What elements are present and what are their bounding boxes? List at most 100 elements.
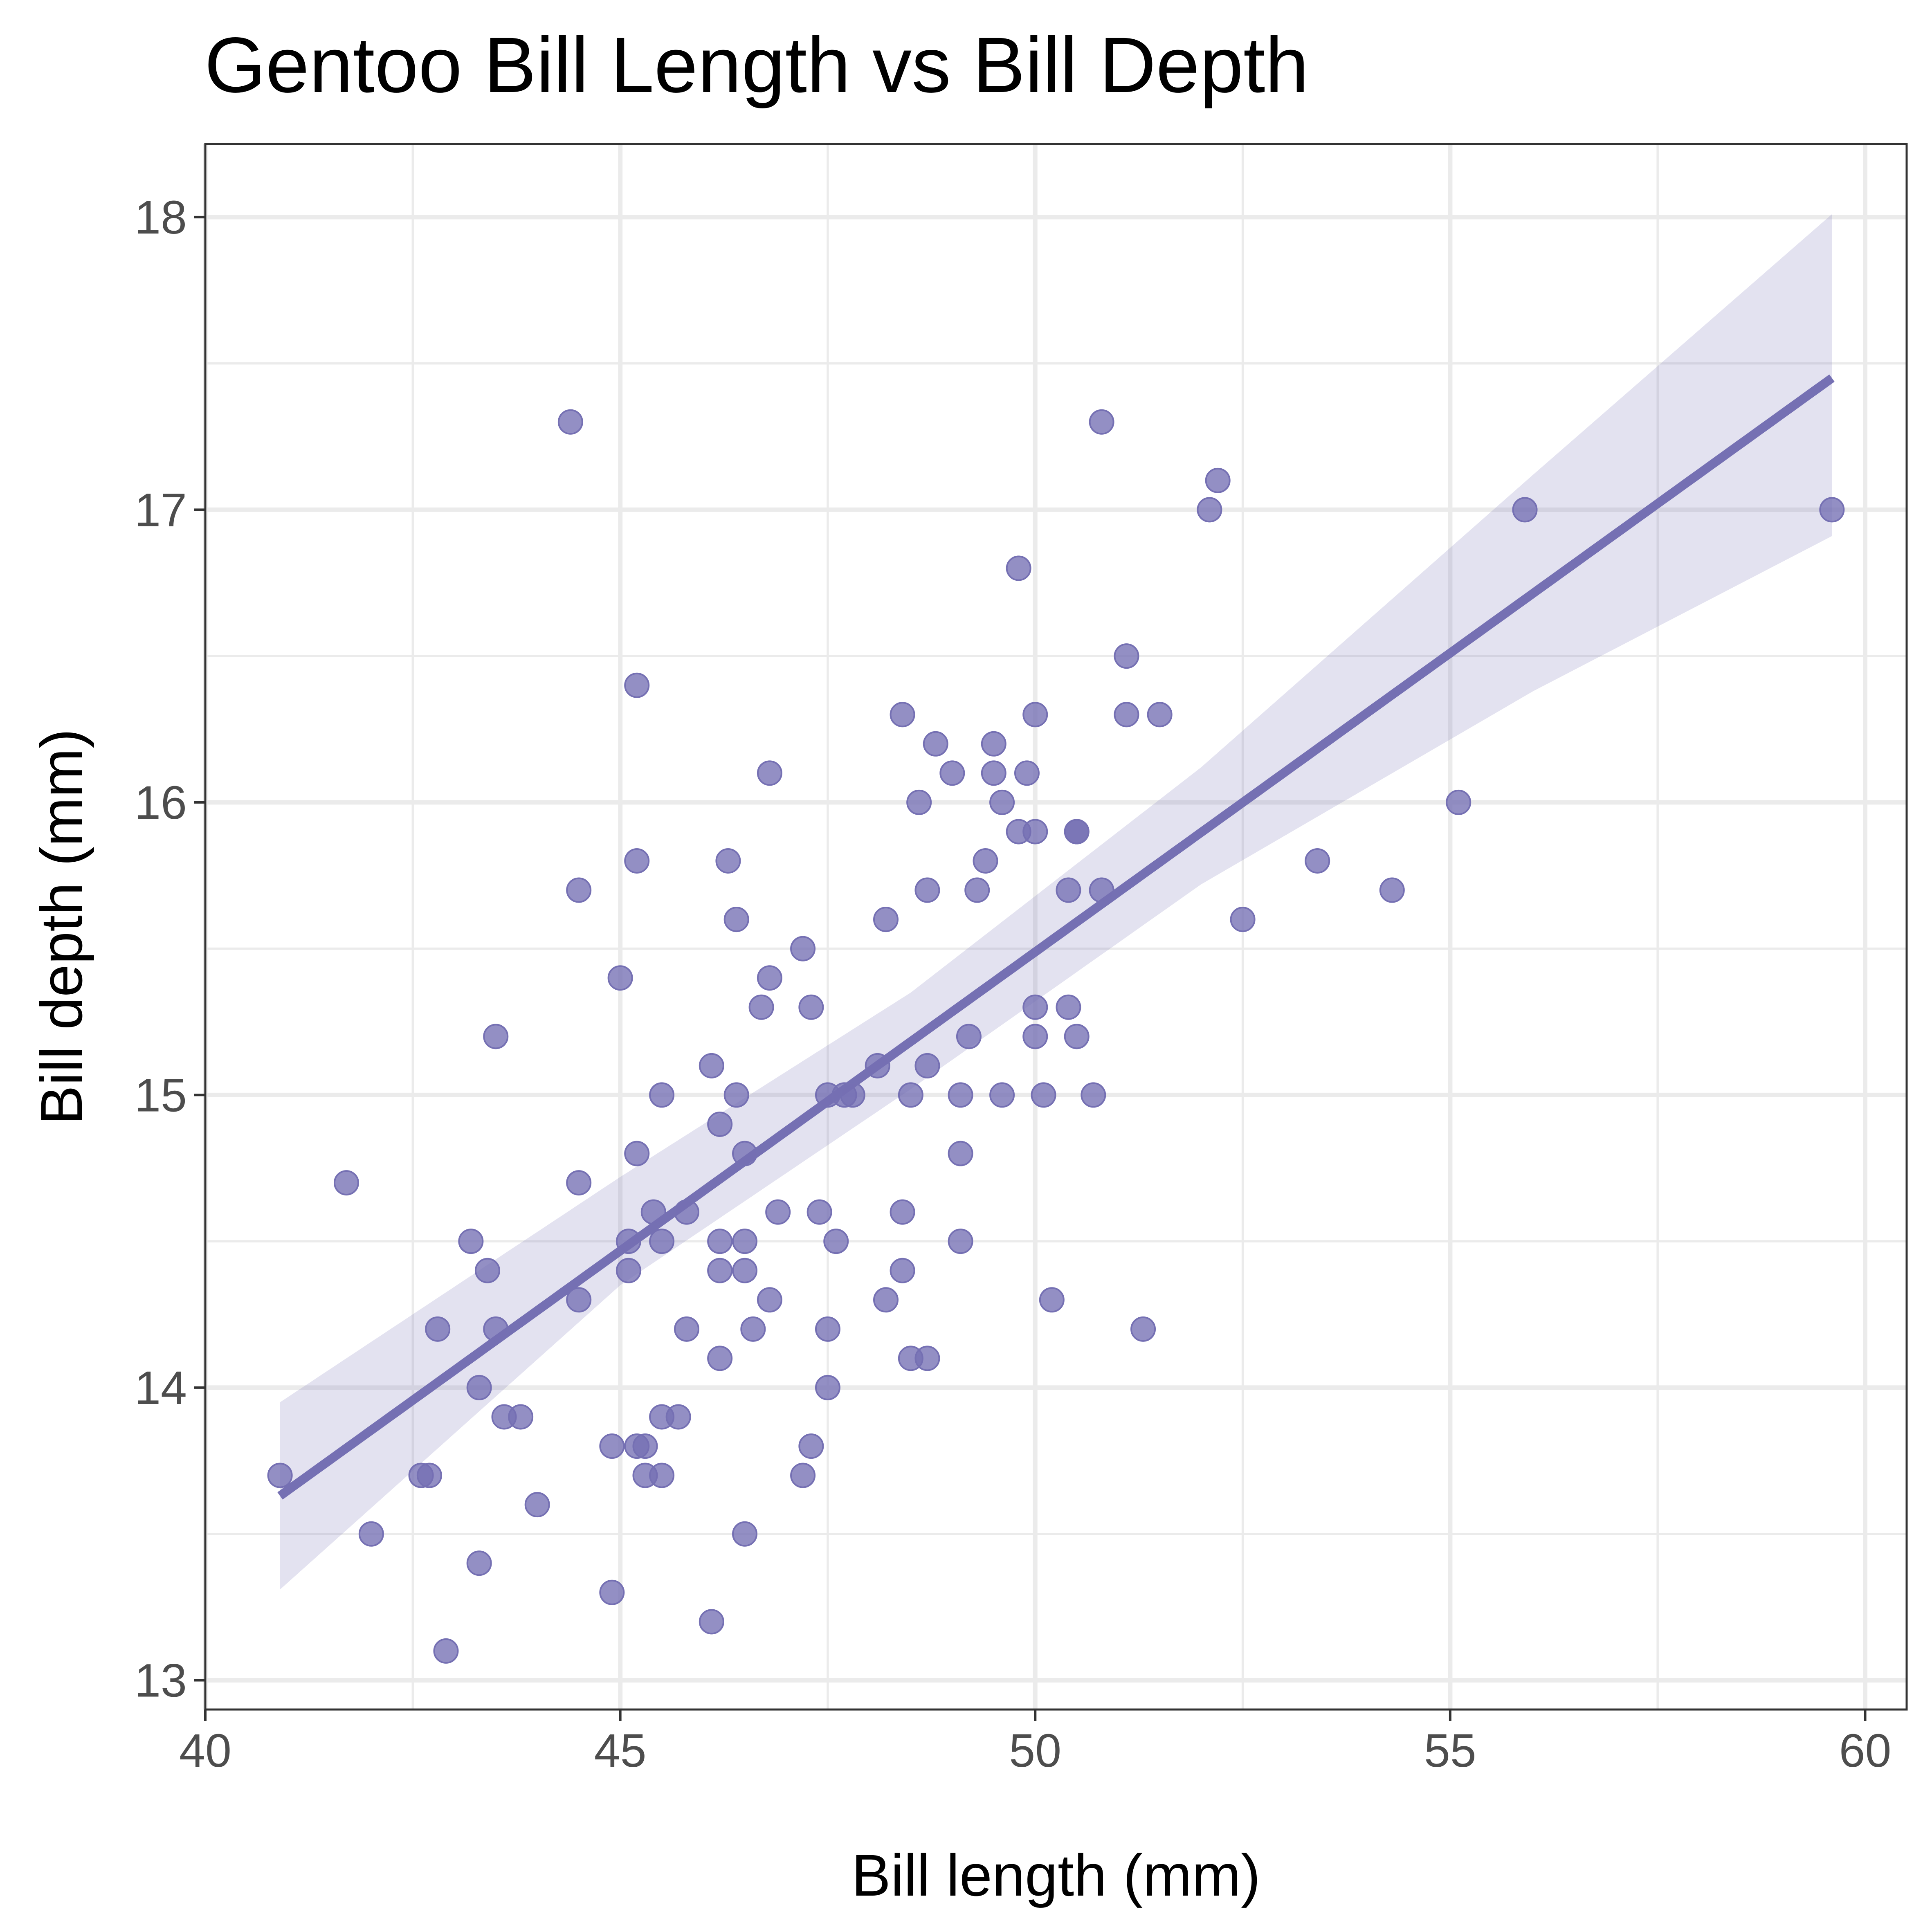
- data-point: [1205, 467, 1231, 493]
- data-point: [624, 1141, 650, 1166]
- data-point: [616, 1229, 641, 1254]
- data-point: [649, 1462, 675, 1488]
- data-point: [740, 1316, 766, 1342]
- data-point: [956, 1024, 982, 1049]
- data-point: [790, 1462, 816, 1488]
- data-point: [707, 1258, 733, 1283]
- data-point: [1022, 1024, 1048, 1049]
- data-point: [1147, 702, 1173, 728]
- major-gridlines: [203, 144, 1907, 1710]
- data-points-layer: [267, 409, 1845, 1664]
- data-point: [1064, 1024, 1090, 1049]
- data-point: [914, 1053, 940, 1078]
- data-point: [1512, 497, 1538, 523]
- data-point: [1022, 702, 1048, 728]
- data-point: [757, 965, 782, 991]
- data-point: [707, 1229, 733, 1254]
- data-point: [798, 1433, 824, 1459]
- data-point: [1031, 1082, 1056, 1108]
- data-point: [865, 1053, 890, 1078]
- data-point: [715, 848, 741, 874]
- data-point: [873, 907, 899, 932]
- data-point: [624, 848, 650, 874]
- data-point: [757, 1287, 782, 1313]
- data-point: [939, 760, 965, 786]
- data-point: [890, 1199, 915, 1225]
- data-point: [914, 1346, 940, 1371]
- data-point: [699, 1053, 724, 1078]
- data-point: [707, 1346, 733, 1371]
- data-point: [566, 877, 592, 903]
- data-point: [923, 731, 948, 757]
- data-point: [466, 1375, 492, 1400]
- data-point: [699, 1609, 724, 1635]
- plot-panel-background: [205, 144, 1907, 1710]
- data-point: [1114, 702, 1139, 728]
- y-tick-label: 14: [135, 1362, 187, 1414]
- y-tick-label: 13: [135, 1654, 187, 1707]
- data-point: [632, 1433, 658, 1459]
- data-point: [649, 1229, 675, 1254]
- x-axis-title: Bill length (mm): [851, 1842, 1260, 1908]
- data-point: [665, 1404, 691, 1430]
- data-point: [599, 1579, 625, 1605]
- data-point: [1305, 848, 1330, 874]
- data-point: [524, 1492, 550, 1518]
- data-point: [433, 1638, 459, 1664]
- y-axis-ticks: 13 14 15 16 17 18: [135, 191, 205, 1707]
- data-point: [815, 1375, 840, 1400]
- data-point: [1064, 819, 1090, 845]
- x-axis-ticks: 40 45 50 55 60: [179, 1710, 1891, 1777]
- data-point: [732, 1521, 758, 1547]
- data-point: [890, 702, 915, 728]
- x-tick-label: 45: [594, 1725, 647, 1777]
- regression-line-layer: [277, 374, 1835, 1500]
- data-point: [640, 1199, 666, 1225]
- data-point: [914, 877, 940, 903]
- data-point: [1022, 994, 1048, 1020]
- data-point: [607, 965, 633, 991]
- data-point: [474, 1258, 500, 1283]
- data-point: [723, 907, 749, 932]
- data-point: [1114, 643, 1139, 669]
- data-point: [333, 1170, 359, 1196]
- data-point: [566, 1287, 592, 1313]
- data-point: [798, 994, 824, 1020]
- data-point: [616, 1258, 641, 1283]
- data-point: [757, 760, 782, 786]
- data-point: [948, 1229, 973, 1254]
- data-point: [458, 1229, 484, 1254]
- data-point: [508, 1404, 534, 1430]
- data-point: [483, 1316, 509, 1342]
- x-tick-label: 55: [1424, 1725, 1476, 1777]
- y-tick-label: 16: [135, 777, 187, 829]
- chart-title: Gentoo Bill Length vs Bill Depth: [204, 21, 1309, 109]
- data-point: [566, 1170, 592, 1196]
- x-tick-label: 60: [1839, 1725, 1892, 1777]
- data-point: [466, 1550, 492, 1576]
- data-point: [1056, 994, 1081, 1020]
- data-point: [599, 1433, 625, 1459]
- regression-line: [277, 374, 1835, 1500]
- data-point: [707, 1111, 733, 1137]
- data-point: [358, 1521, 384, 1547]
- data-point: [1039, 1287, 1065, 1313]
- data-point: [723, 1082, 749, 1108]
- data-point: [806, 1199, 832, 1225]
- y-tick-label: 17: [135, 484, 187, 536]
- data-point: [1130, 1316, 1156, 1342]
- data-point: [906, 789, 932, 815]
- x-tick-label: 50: [1009, 1725, 1061, 1777]
- data-point: [674, 1199, 699, 1225]
- data-point: [1022, 819, 1048, 845]
- data-point: [732, 1229, 758, 1254]
- data-point: [1089, 409, 1114, 435]
- data-point: [964, 877, 990, 903]
- data-point: [557, 409, 583, 435]
- data-point: [815, 1316, 840, 1342]
- data-point: [748, 994, 774, 1020]
- data-point: [890, 1258, 915, 1283]
- data-point: [1089, 877, 1114, 903]
- y-tick-label: 15: [135, 1069, 187, 1121]
